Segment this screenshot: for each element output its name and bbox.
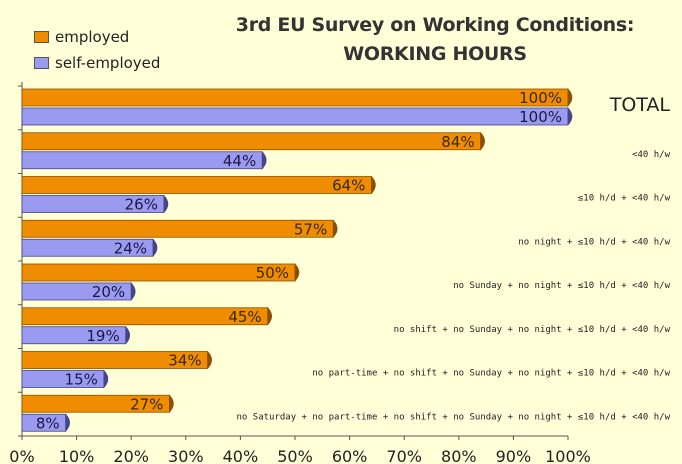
bar-employed-cap [480, 131, 485, 151]
bar-employed-cap [294, 263, 300, 282]
bar-employed [21, 88, 569, 107]
x-tick-label: 70% [386, 447, 422, 464]
x-tick-label: 10% [59, 447, 95, 464]
category-label: TOTAL [609, 94, 671, 116]
x-tick-label: 0% [9, 447, 34, 464]
data-label-employed: 27% [130, 395, 163, 413]
data-label-self-employed: 19% [86, 327, 119, 345]
bar-self-employed-cap [261, 150, 267, 170]
data-label-self-employed: 20% [92, 283, 125, 301]
bar-self-employed-cap [163, 194, 169, 214]
x-tick-label: 80% [441, 447, 477, 464]
data-label-self-employed: 100% [519, 108, 562, 126]
data-label-self-employed: 44% [223, 152, 256, 170]
x-tick-label: 90% [496, 447, 532, 464]
bar-self-employed-cap [152, 238, 158, 258]
legend-label-employed: employed [55, 28, 130, 46]
legend-swatch-self-employed [34, 57, 49, 69]
data-label-employed: 100% [519, 89, 562, 107]
chart-title-line-1: 3rd EU Survey on Working Conditions: [235, 14, 635, 36]
data-label-self-employed: 8% [36, 414, 60, 432]
data-label-self-employed: 15% [65, 371, 98, 389]
data-label-employed: 84% [441, 133, 474, 151]
data-label-employed: 34% [168, 352, 201, 370]
bar-employed [21, 219, 334, 238]
bar-self-employed-cap [103, 369, 109, 389]
data-label-self-employed: 24% [114, 239, 147, 257]
data-label-self-employed: 26% [125, 196, 158, 214]
x-tick-label: 40% [223, 447, 259, 464]
bar-employed-cap [207, 350, 212, 370]
category-label: no Sunday + no night + ≤10 h/d + <40 h/w [453, 281, 670, 291]
x-tick-label: 60% [332, 447, 368, 464]
legend-item-self-employed: self-employed [34, 54, 160, 72]
x-tick-label: 100% [545, 447, 591, 464]
x-tick-label: 50% [277, 447, 313, 464]
legend-item-employed: employed [34, 28, 129, 46]
bar-employed [21, 132, 482, 151]
bar-self-employed-cap [65, 413, 70, 433]
data-label-employed: 57% [294, 220, 327, 238]
data-label-employed: 64% [332, 177, 365, 195]
bar-employed-cap [371, 175, 376, 195]
bar-self-employed-cap [125, 325, 131, 345]
bar-self-employed-cap [130, 282, 136, 301]
category-label: no night + ≤10 h/d + <40 h/w [518, 237, 670, 247]
x-tick-label: 30% [168, 447, 204, 464]
category-label: no Saturday + no part-time + no shift + … [237, 412, 671, 422]
data-label-employed: 50% [256, 264, 289, 282]
bar-employed [21, 176, 372, 194]
legend-label-self-employed: self-employed [55, 54, 161, 72]
chart-title-line-2: WORKING HOURS [343, 43, 527, 65]
data-label-employed: 45% [228, 308, 261, 326]
bar-employed-cap [169, 394, 174, 414]
bar-employed-cap [267, 306, 272, 326]
bar-self-employed [21, 107, 569, 126]
category-label: ≤10 h/d + <40 h/w [578, 194, 671, 204]
bar-self-employed-cap [567, 107, 573, 126]
category-label: no part-time + no shift + no Sunday + no… [312, 369, 670, 379]
bar-employed [21, 263, 296, 282]
bar-employed-cap [332, 219, 338, 239]
x-tick-label: 20% [113, 447, 149, 464]
bar-employed-cap [567, 88, 573, 107]
category-label: <40 h/w [632, 150, 671, 160]
category-label: no shift + no Sunday + no night + ≤10 h/… [394, 325, 671, 335]
legend-swatch-employed [34, 31, 49, 43]
